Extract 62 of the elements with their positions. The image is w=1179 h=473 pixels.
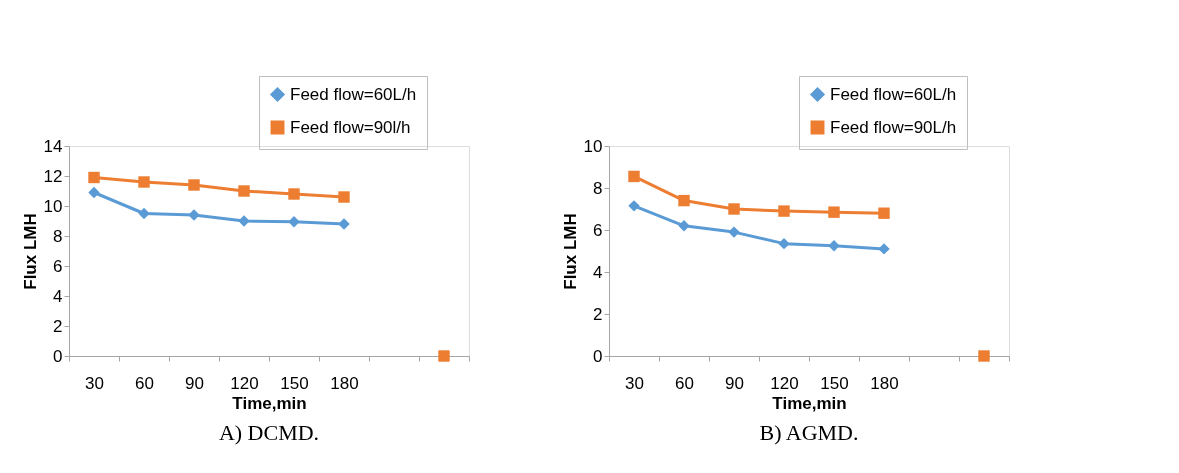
- y-tick-label: 2: [53, 316, 63, 336]
- point: [138, 207, 150, 220]
- point: [628, 200, 640, 212]
- point: [88, 186, 100, 199]
- point: [338, 218, 350, 230]
- legend-label: Feed flow=60L/h: [830, 84, 957, 104]
- point: [678, 220, 690, 232]
- x-tick-label: 60: [135, 373, 154, 393]
- y-tick-label: 6: [593, 220, 603, 240]
- x-tick-label: 120: [770, 373, 799, 393]
- point: [878, 207, 890, 219]
- x-tick-label: 30: [85, 373, 104, 393]
- point: [88, 171, 100, 184]
- point: [288, 188, 300, 200]
- legend-label: Feed flow=60L/h: [290, 84, 417, 104]
- y-axis-title: Flux LMH: [560, 213, 580, 290]
- point: [238, 185, 250, 197]
- point: [188, 209, 200, 221]
- point: [828, 240, 840, 252]
- x-tick-label: 150: [280, 373, 309, 393]
- y-tick-label: 12: [43, 166, 63, 186]
- legend-label: Feed flow=90L/h: [830, 117, 957, 137]
- y-tick-label: 10: [583, 136, 603, 156]
- y-tick-label: 8: [593, 178, 603, 198]
- point: [978, 350, 990, 362]
- point: [438, 350, 450, 362]
- y-tick-label: 10: [43, 196, 63, 216]
- point: [828, 206, 840, 218]
- x-tick-label: 150: [820, 373, 849, 393]
- point: [778, 205, 790, 217]
- y-tick-label: 14: [43, 136, 63, 156]
- y-tick-label: 6: [53, 256, 63, 276]
- text: B) AGMD.: [759, 420, 859, 445]
- point: [288, 216, 300, 228]
- y-axis-title: Flux LMH: [20, 213, 40, 290]
- x-axis-title: Time,min: [772, 393, 847, 413]
- point: [678, 194, 690, 207]
- y-tick-label: 2: [593, 304, 603, 324]
- x-tick-label: 90: [185, 373, 204, 393]
- x-tick-label: 180: [330, 373, 359, 393]
- point: [338, 191, 350, 203]
- point: [188, 179, 200, 191]
- x-tick-label: 180: [870, 373, 899, 393]
- x-tick-label: 90: [725, 373, 744, 393]
- point: [728, 203, 740, 215]
- x-axis-title: Time,min: [232, 393, 307, 413]
- x-tick-label: 30: [625, 373, 644, 393]
- x-tick-label: 60: [675, 373, 694, 393]
- point: [728, 226, 740, 238]
- point: [628, 170, 640, 183]
- y-tick-label: 4: [593, 262, 603, 282]
- y-tick-label: 0: [53, 346, 63, 366]
- text: A) DCMD.: [218, 420, 320, 445]
- x-tick-label: 120: [230, 373, 259, 393]
- y-tick-label: 8: [53, 226, 63, 246]
- y-tick-label: 4: [53, 286, 63, 306]
- y-tick-label: 0: [593, 346, 603, 366]
- legend-label: Feed flow=90l/h: [290, 117, 411, 137]
- point: [778, 237, 790, 250]
- point: [878, 243, 890, 255]
- point: [238, 215, 250, 227]
- point: [138, 176, 150, 188]
